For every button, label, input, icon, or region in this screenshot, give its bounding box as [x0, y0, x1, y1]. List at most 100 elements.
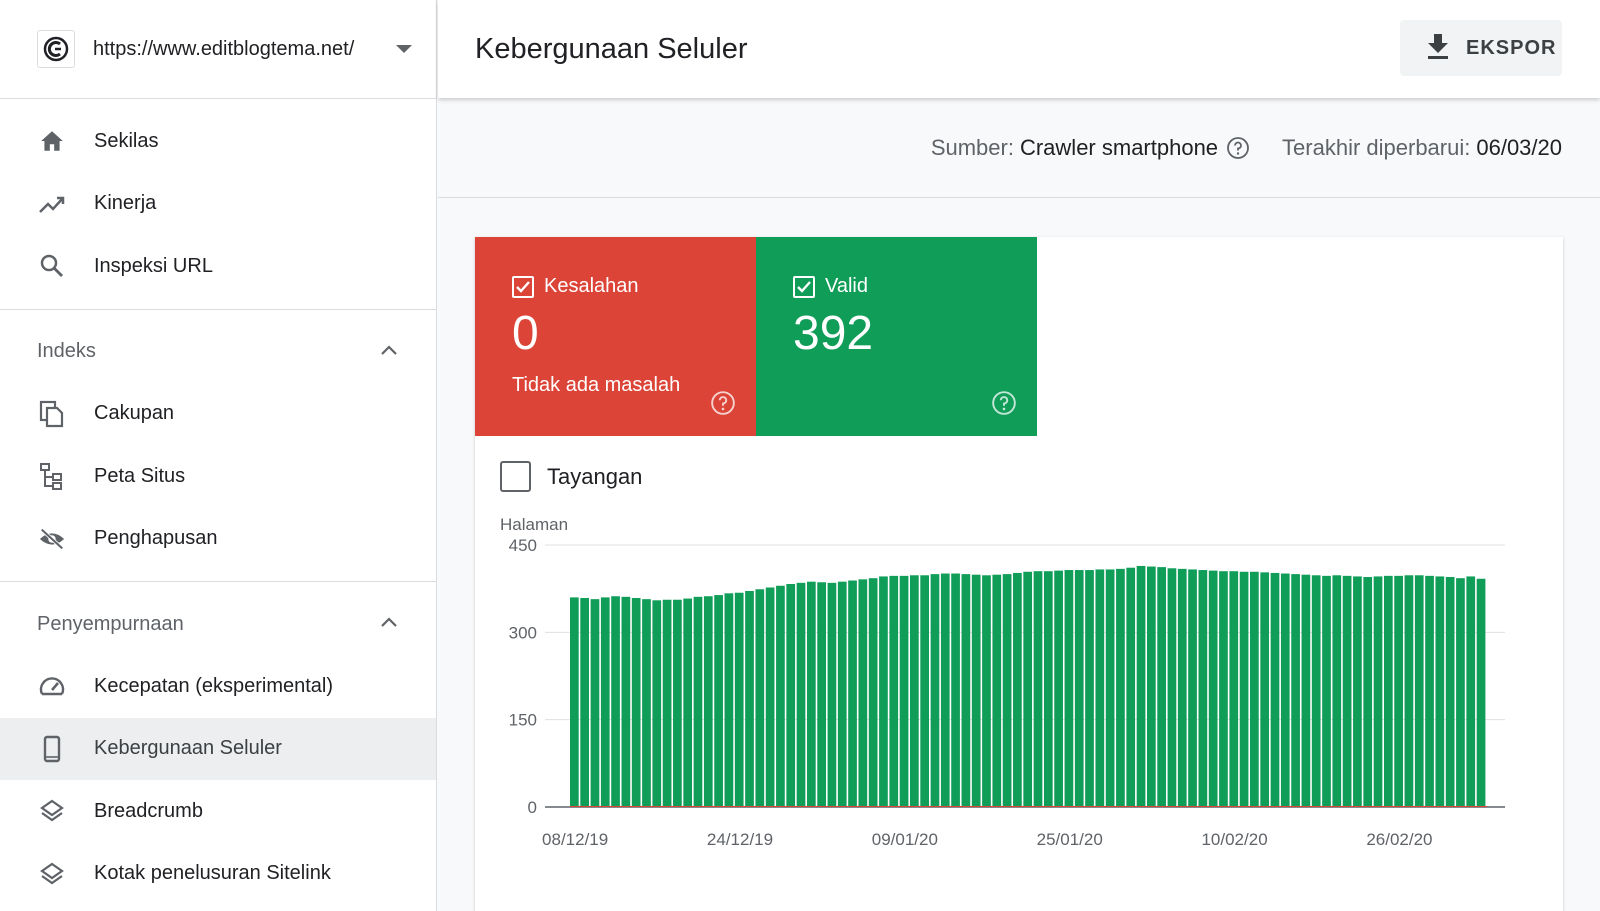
smartphone-icon	[38, 735, 66, 763]
impressions-toggle[interactable]: Tayangan	[500, 461, 642, 492]
nav-label: Cakupan	[94, 402, 175, 425]
chart-bar	[1013, 572, 1022, 807]
chart-bar	[806, 581, 816, 807]
chart-bar	[1105, 569, 1115, 807]
chart-bar	[1270, 572, 1280, 807]
dropdown-caret-icon[interactable]	[396, 45, 412, 53]
chart-bar	[1280, 573, 1290, 807]
chart-bar	[724, 593, 734, 807]
property-url: https://www.editblogtema.net/	[93, 37, 355, 60]
chart-bar	[1208, 570, 1218, 807]
layers-icon	[38, 860, 66, 888]
chart-bar	[1239, 571, 1249, 807]
home-icon	[38, 127, 66, 155]
chart-bar	[652, 600, 662, 807]
property-selector[interactable]: https://www.editblogtema.net/	[0, 0, 436, 99]
y-tick-label: 450	[509, 536, 537, 555]
chart-bar	[673, 599, 682, 807]
checkbox-checked-icon[interactable]	[512, 275, 534, 298]
updated-value: 06/03/20	[1476, 134, 1562, 160]
section-header-indeks[interactable]: Indeks	[0, 321, 436, 383]
help-icon[interactable]	[1226, 136, 1250, 160]
chart-bar	[590, 599, 600, 807]
x-tick-label: 10/02/20	[1201, 830, 1267, 849]
chart-bar	[1363, 577, 1373, 807]
chart-bar	[1311, 575, 1321, 807]
valid-tile[interactable]: Valid 392	[756, 237, 1037, 436]
download-icon	[1426, 32, 1450, 65]
chart-bar	[1054, 570, 1063, 807]
error-tile[interactable]: Kesalahan 0 Tidak ada masalah	[475, 237, 756, 436]
chart-bar	[1219, 571, 1228, 807]
nav-item-kecepatan[interactable]: Kecepatan (eksperimental)	[0, 655, 436, 718]
nav-item-cakupan[interactable]: Cakupan	[0, 383, 436, 446]
nav-label: Sekilas	[94, 129, 159, 152]
chart-bar	[1373, 576, 1383, 807]
chart-bar	[982, 575, 991, 807]
chart-bar	[858, 579, 868, 807]
chart-bar	[600, 597, 610, 807]
nav-item-kotak-penelusuran-sitelink[interactable]: Kotak penelusuran Sitelink	[0, 843, 436, 906]
chart-bar	[796, 582, 806, 807]
bar-chart: Halaman 0 150 300 450 08/12/19 24/12/19 09/01/2…	[500, 515, 1505, 849]
chart-bar	[868, 578, 878, 807]
chart-bar	[1322, 575, 1331, 807]
chart-bar	[889, 575, 899, 807]
eye-off-icon	[38, 525, 66, 553]
section-header-penyempurnaan[interactable]: Penyempurnaan	[0, 593, 436, 655]
chart-bar	[621, 596, 631, 807]
nav-label: Penghapusan	[94, 527, 218, 550]
chart-bar	[1157, 567, 1166, 807]
nav-label: Kecepatan (eksperimental)	[94, 674, 334, 697]
updated-label: Terakhir diperbarui:	[1282, 134, 1471, 160]
chart-bar	[1394, 575, 1403, 807]
status-card: Kesalahan 0 Tidak ada masalah Valid 392 …	[475, 237, 1563, 911]
chart-bar	[848, 580, 857, 807]
chart: Halaman 0 150 300 450 08/12/19 24/12/19 09/01/2…	[475, 515, 1563, 911]
sidebar: https://www.editblogtema.net/ Sekilas Ki…	[0, 0, 437, 911]
page-title: Kebergunaan Seluler	[475, 32, 748, 65]
y-tick-label: 150	[509, 711, 537, 730]
chart-bar	[1074, 570, 1084, 807]
impressions-label: Tayangan	[547, 463, 643, 489]
nav-item-kinerja[interactable]: Kinerja	[0, 173, 436, 236]
chart-bar	[703, 596, 713, 807]
chart-bar	[1085, 570, 1094, 807]
help-icon[interactable]	[991, 390, 1017, 416]
nav-label: Breadcrumb	[94, 799, 203, 822]
chart-bar	[786, 584, 796, 807]
y-tick-label: 300	[509, 623, 537, 642]
checkbox-checked-icon[interactable]	[793, 275, 815, 298]
checkbox-unchecked-icon[interactable]	[500, 461, 531, 492]
chart-bar	[631, 597, 641, 807]
chart-bar	[714, 595, 723, 807]
chevron-up-icon	[380, 343, 398, 361]
chart-bar	[992, 574, 1002, 807]
y-tick-label: 0	[528, 798, 537, 817]
export-button[interactable]: EKSPOR	[1400, 20, 1562, 76]
chart-bar	[1095, 569, 1105, 807]
chart-bar	[611, 596, 620, 807]
chart-bar	[1188, 569, 1197, 807]
x-tick-label: 26/02/20	[1366, 830, 1432, 849]
chart-bar	[837, 581, 847, 807]
help-icon[interactable]	[710, 390, 736, 416]
chart-bar	[683, 598, 693, 807]
chart-bar	[951, 573, 960, 807]
nav-item-inspeksi-url[interactable]: Inspeksi URL	[0, 235, 436, 298]
section-title: Penyempurnaan	[37, 612, 184, 635]
nav-label: Kotak penelusuran Sitelink	[94, 862, 331, 885]
chart-bar	[1466, 576, 1476, 807]
nav-section-penyempurnaan: Penyempurnaan Kecepatan (eksperimental) …	[0, 582, 436, 911]
chart-bar	[1177, 568, 1187, 807]
chart-bar	[1425, 575, 1434, 807]
nav-item-breadcrumb[interactable]: Breadcrumb	[0, 780, 436, 843]
nav-item-penghapusan[interactable]: Penghapusan	[0, 508, 436, 571]
chart-bar	[1126, 567, 1136, 807]
nav-item-peta-situs[interactable]: Peta Situs	[0, 445, 436, 508]
chart-bar	[920, 575, 930, 807]
chart-bar	[755, 589, 765, 807]
chart-bar	[570, 597, 579, 807]
nav-item-sekilas[interactable]: Sekilas	[0, 110, 436, 173]
nav-item-kebergunaan-seluler[interactable]: Kebergunaan Seluler	[0, 717, 436, 780]
